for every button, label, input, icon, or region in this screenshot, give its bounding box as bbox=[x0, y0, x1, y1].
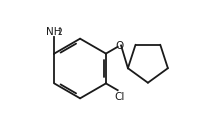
Text: NH: NH bbox=[46, 27, 61, 37]
Text: O: O bbox=[115, 41, 124, 51]
Text: 2: 2 bbox=[57, 28, 62, 37]
Text: Cl: Cl bbox=[114, 92, 125, 102]
